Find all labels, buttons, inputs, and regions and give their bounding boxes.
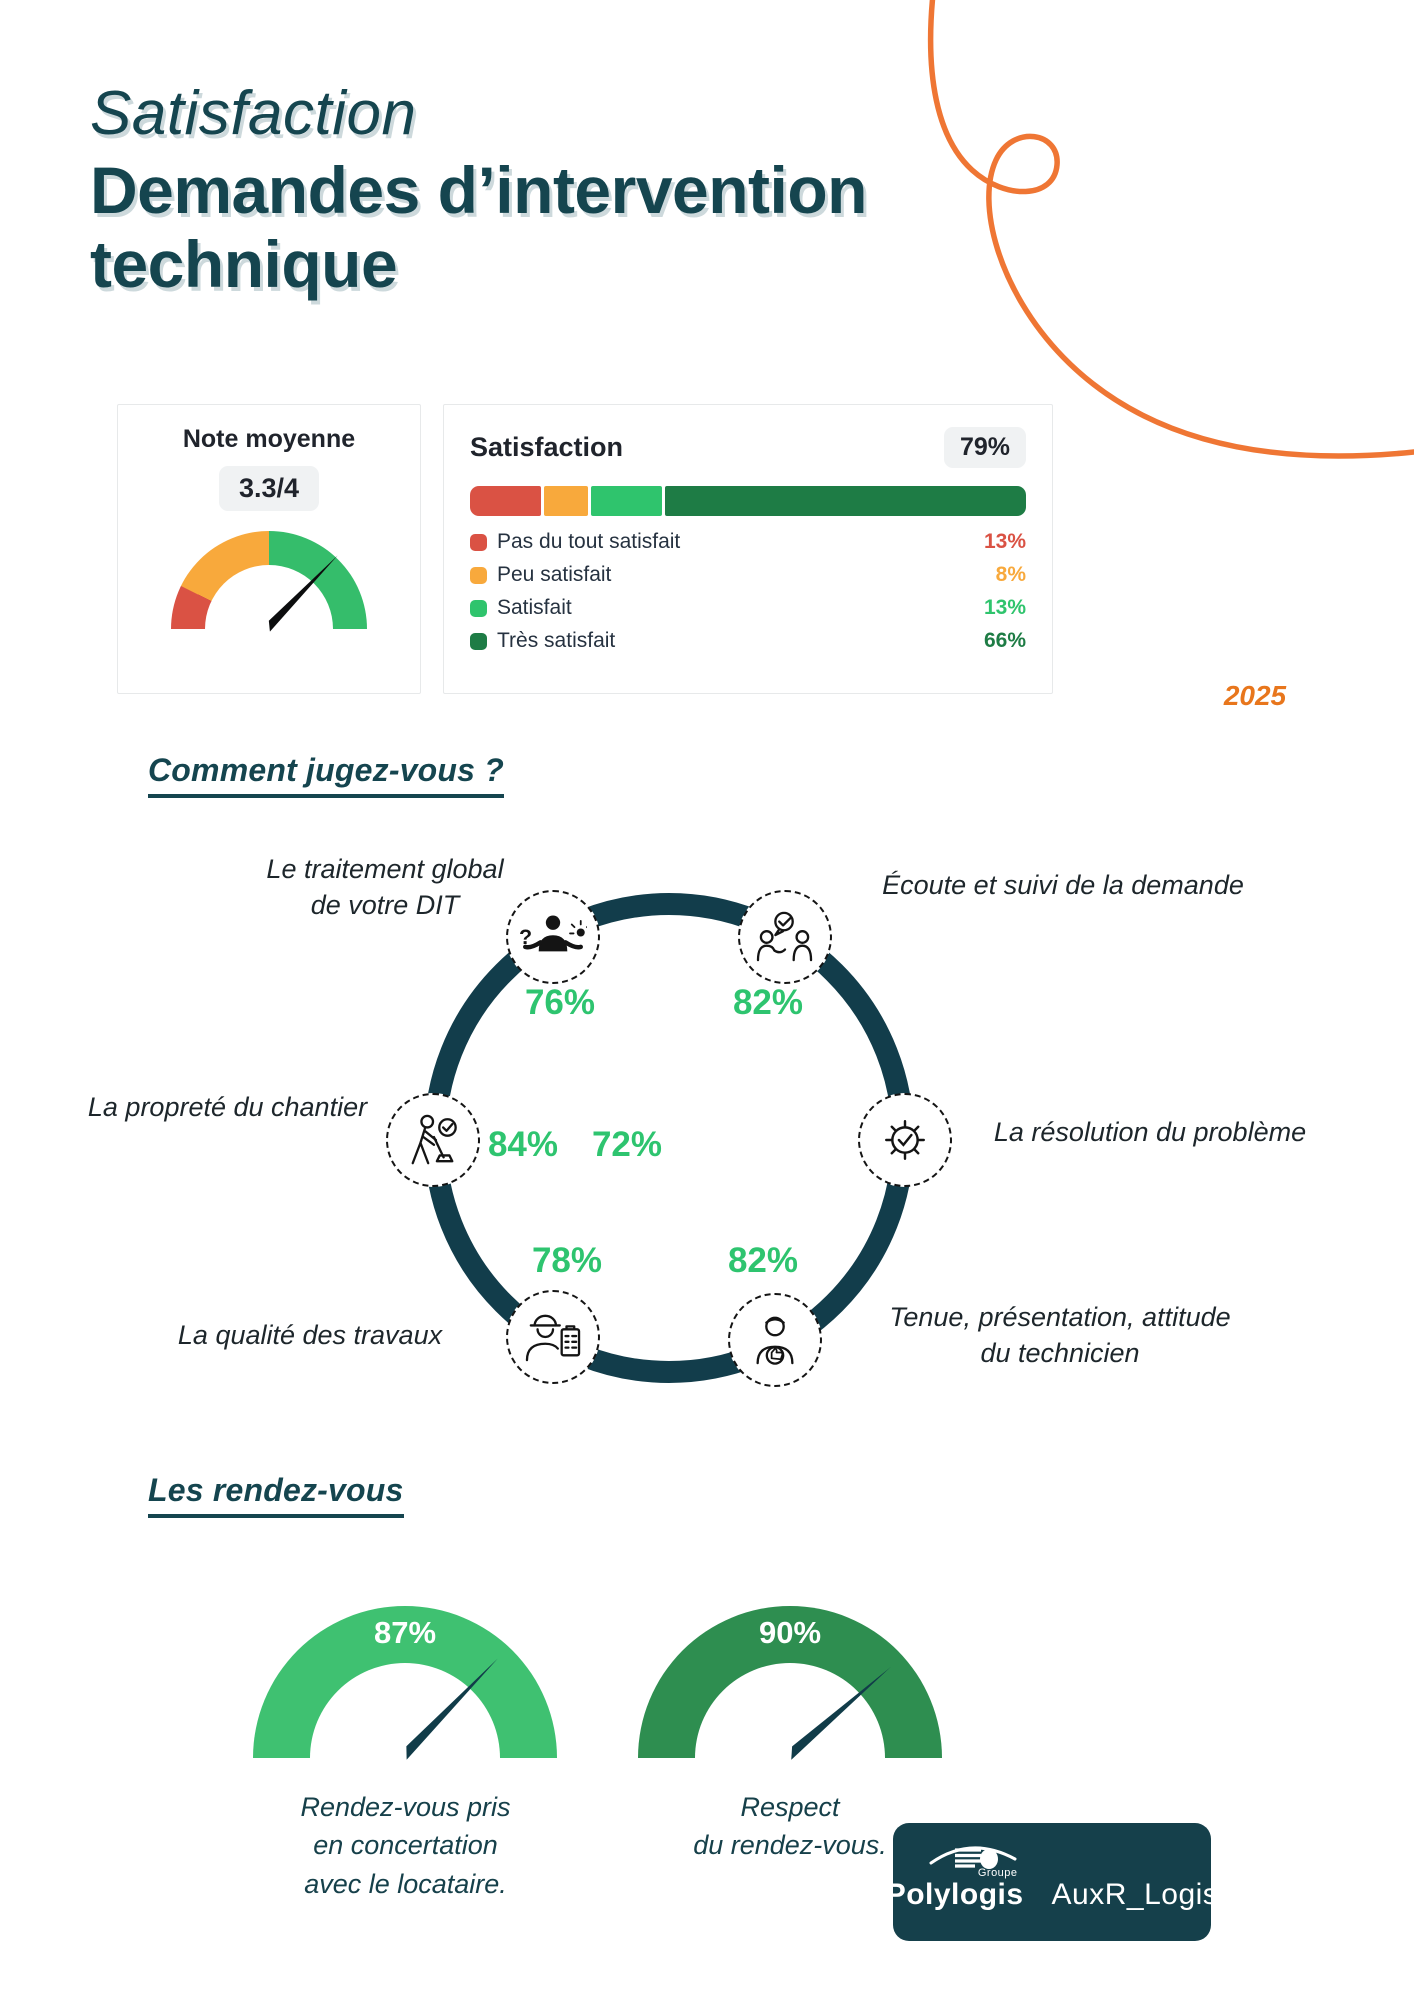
legend-row: Très satisfait 66% — [470, 629, 1026, 653]
label-traitement: Le traitement global de votre DIT — [266, 854, 504, 920]
node-qualite — [506, 1290, 600, 1384]
label-tenue: Tenue, présentation, attitude du technic… — [889, 1302, 1231, 1368]
people-dialog-check-icon — [754, 910, 816, 964]
label-proprete: La propreté du chantier — [87, 1092, 368, 1122]
worker-clipboard-icon — [521, 1310, 585, 1364]
gear-check-icon — [875, 1113, 935, 1167]
node-traitement: ? — [506, 890, 600, 984]
note-moyenne-card: Note moyenne 3.3/4 — [117, 404, 421, 694]
gauge-value: 87% — [373, 1615, 437, 1650]
legend-label: Très satisfait — [497, 629, 616, 652]
legend-value: 8% — [995, 563, 1026, 586]
title-satisfaction: Satisfaction — [90, 79, 417, 148]
caption-concertation: Rendez-vous pris en concertation avec le… — [300, 1792, 511, 1899]
gauge-needle — [399, 1654, 502, 1760]
legend-row: Pas du tout satisfait 13% — [470, 530, 1026, 554]
swirl-path — [927, 0, 1414, 459]
node-resolution — [858, 1093, 952, 1187]
node-tenue — [728, 1293, 822, 1387]
legend-label: Peu satisfait — [497, 563, 612, 586]
satisfaction-card: Satisfaction 79% Pas du tout satisfait 1… — [443, 404, 1053, 694]
polylogis-logo: Groupe Polylogis AuxR_Logis — [886, 1823, 1218, 1941]
title-line2: Demandes d’intervention — [90, 153, 868, 227]
page-title: Satisfaction Demandes d’intervention tec… — [90, 78, 868, 301]
polylogis-eye-icon — [929, 1846, 1017, 1869]
node-ecoute — [738, 890, 832, 984]
average-score-badge: 3.3/4 — [218, 466, 320, 511]
brand-auxr-logis: AuxR_Logis — [1051, 1878, 1219, 1911]
label-ecoute: Écoute et suivi de la demande — [882, 870, 1244, 900]
title-line3: technique — [90, 227, 398, 301]
gauge-value: 90% — [758, 1615, 822, 1650]
satisfaction-title: Satisfaction — [470, 432, 624, 462]
legend-swatch-orange — [470, 566, 487, 584]
node-proprete — [386, 1093, 480, 1187]
brand-groupe: Groupe — [977, 1867, 1018, 1879]
legend-swatch-darkgreen — [470, 632, 487, 650]
label-qualite: La qualité des travaux — [177, 1320, 443, 1350]
bar-segment-pas-du-tout — [470, 486, 542, 516]
legend-row: Satisfait 13% — [470, 596, 1026, 620]
bar-segment-satisfait — [590, 486, 662, 516]
year-label: 2025 — [1223, 680, 1287, 711]
legend-label: Satisfait — [497, 596, 572, 619]
satisfaction-overall-badge: 79% — [943, 427, 1026, 468]
satisfaction-stacked-bar — [470, 486, 1027, 516]
legend-swatch-green — [470, 599, 487, 617]
caption-respect: Respect du rendez-vous. — [693, 1792, 887, 1861]
legend-label: Pas du tout satisfait — [497, 530, 681, 553]
satisfaction-header: Satisfaction 79% — [470, 427, 1026, 468]
label-resolution: La résolution du problème — [993, 1117, 1307, 1147]
judge-section-heading: Comment jugez-vous ? — [148, 752, 505, 798]
pct-resolution: 72% — [591, 1125, 663, 1164]
pct-traitement: 76% — [524, 983, 596, 1022]
rdv-gauge-concertation: 87% — [253, 1606, 557, 1758]
legend-value: 13% — [983, 530, 1026, 553]
legend-value: 13% — [983, 596, 1026, 619]
satisfaction-legend: Pas du tout satisfait 13% Peu satisfait … — [470, 530, 1026, 653]
thinking-person-icon: ? — [519, 910, 587, 964]
logo-text-row: Groupe Polylogis AuxR_Logis — [886, 1867, 1218, 1919]
pct-ecoute: 82% — [732, 983, 804, 1022]
legend-row: Peu satisfait 8% — [470, 563, 1026, 587]
pct-qualite: 78% — [531, 1241, 603, 1280]
legend-swatch-red — [470, 533, 487, 551]
bar-segment-tres — [664, 486, 1027, 516]
technician-thumbsup-icon — [746, 1313, 804, 1367]
pct-proprete: 84% — [487, 1125, 559, 1164]
bar-segment-peu — [544, 486, 588, 516]
gauge-needle — [784, 1662, 895, 1760]
note-moyenne-title: Note moyenne — [182, 425, 356, 453]
svg-text:?: ? — [519, 925, 532, 949]
pct-tenue: 82% — [727, 1241, 799, 1280]
legend-value: 66% — [983, 629, 1026, 652]
rdv-section-heading: Les rendez-vous — [148, 1472, 404, 1518]
brand-polylogis: Groupe Polylogis — [885, 1867, 1024, 1911]
gauge-needle — [263, 552, 341, 632]
rdv-gauge-respect: 90% — [638, 1606, 942, 1758]
average-score-gauge — [171, 531, 367, 629]
sweeping-check-icon — [402, 1113, 464, 1167]
